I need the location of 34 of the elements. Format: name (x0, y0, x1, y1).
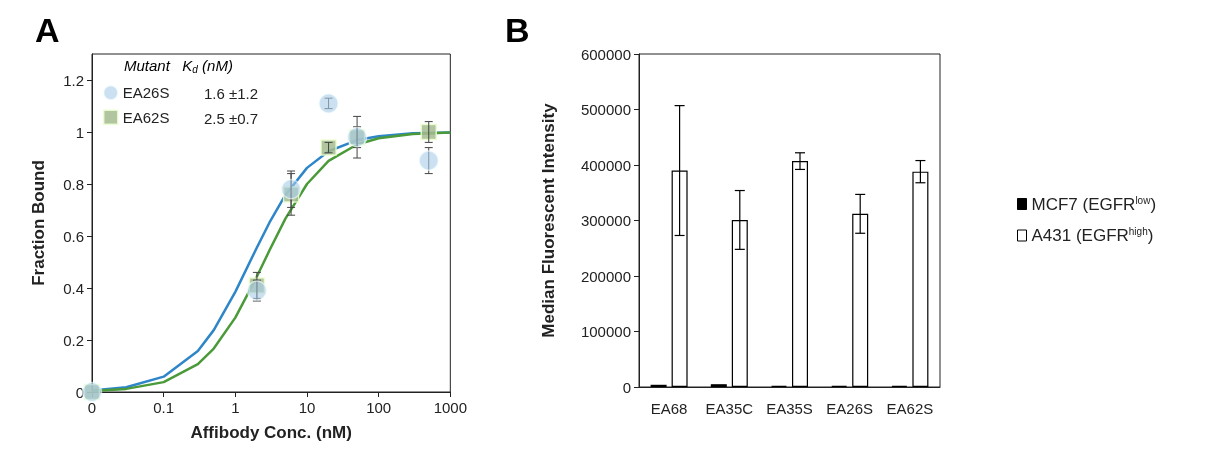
y-tick-label: 0.4 (63, 279, 84, 297)
y-tick-label: 1.2 (63, 71, 84, 89)
y-tick-label: 500000 (580, 101, 631, 118)
y-tick-label: 400000 (580, 156, 631, 174)
y-tick-label: 0.2 (63, 331, 84, 349)
chart-title: A (35, 11, 60, 49)
y-tick-label: 100000 (580, 323, 631, 340)
x-tick-label: 0.1 (153, 399, 175, 416)
y-tick-label: 0.6 (63, 227, 84, 245)
x-tick-label: EA62S (886, 400, 934, 417)
x-tick-label: 10 (298, 399, 316, 416)
x-tick-label: EA35S (766, 400, 813, 417)
x-axis-title: Affibody Conc. (nM) (190, 423, 352, 442)
y-tick-label: 600000 (580, 45, 631, 63)
x-tick-label: EA35C (705, 400, 754, 417)
annotation: 2.5 ±0.7 (204, 110, 259, 127)
y-tick-label: 1 (75, 123, 84, 141)
x-tick-label: 1 (231, 399, 240, 416)
y-tick-label: 0 (75, 383, 84, 401)
y-tick-label: 0.8 (63, 175, 84, 193)
x-tick-label: 1000 (433, 399, 467, 416)
y-tick-label: 300000 (580, 212, 631, 229)
y-tick-label: 0 (622, 378, 631, 396)
x-tick-label: 100 (366, 399, 392, 416)
x-tick-label: EA68 (650, 400, 688, 417)
legend-label: EA62S (122, 108, 170, 126)
y-axis-title: Median Fluorescent Intensity (539, 102, 558, 338)
x-tick-label: EA26S (826, 400, 874, 417)
annotation: 1.6 ±1.2 (204, 85, 259, 102)
y-axis-title: Fraction Bound (29, 160, 48, 286)
y-tick-label: 200000 (580, 267, 631, 285)
x-tick-label: 0 (87, 399, 97, 416)
chart-title: B (505, 11, 530, 49)
legend-label: EA26S (122, 84, 170, 102)
